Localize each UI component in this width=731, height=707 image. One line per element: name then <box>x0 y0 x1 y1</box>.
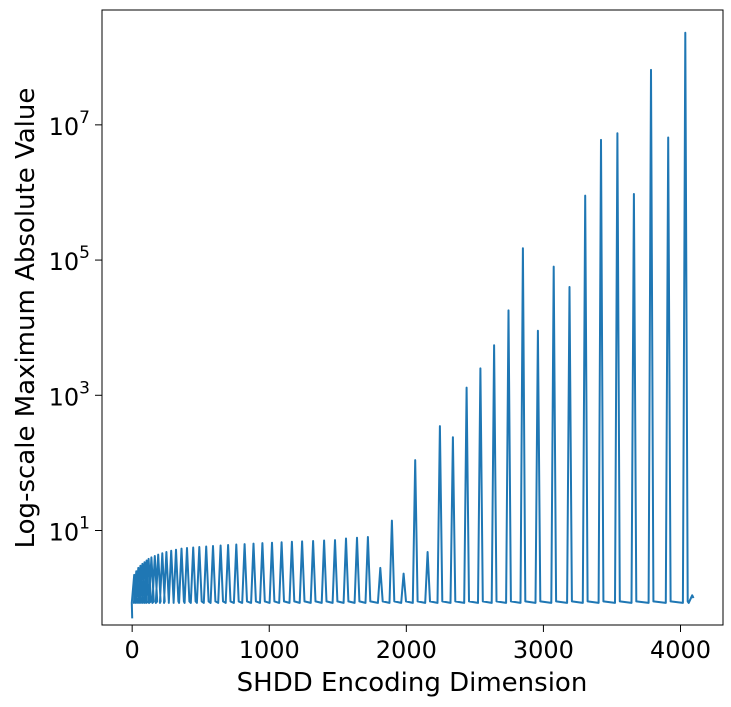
plot-frame <box>101 9 724 626</box>
series-line <box>130 31 695 619</box>
y-axis: 101 103 105 107 <box>49 108 102 546</box>
x-axis-label: SHDD Encoding Dimension <box>237 668 588 698</box>
x-tick-label: 1000 <box>239 636 300 664</box>
y-tick-label: 105 <box>49 243 90 276</box>
x-axis: 0 1000 2000 3000 4000 <box>125 625 711 664</box>
y-tick-label: 107 <box>49 108 90 141</box>
y-axis-label: Log-scale Maximum Absolute Value <box>11 88 41 549</box>
y-tick-label: 103 <box>49 378 90 411</box>
x-tick-label: 2000 <box>376 636 437 664</box>
x-tick-label: 0 <box>125 636 140 664</box>
y-tick-label: 101 <box>49 513 90 546</box>
x-tick-label: 3000 <box>513 636 574 664</box>
x-tick-label: 4000 <box>650 636 711 664</box>
plot-area <box>101 9 724 626</box>
